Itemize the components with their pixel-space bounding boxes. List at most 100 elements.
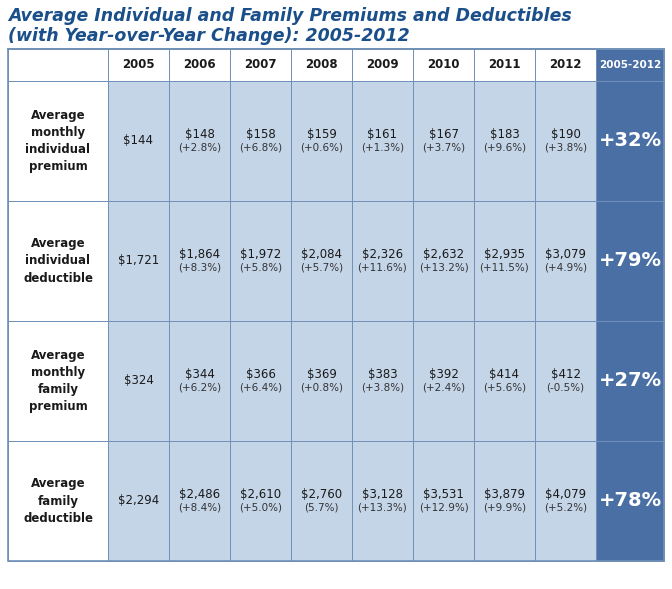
Text: (+8.4%): (+8.4%) [178,503,221,513]
Text: (+9.6%): (+9.6%) [483,143,526,153]
Bar [535,321,596,441]
Bar [535,81,596,201]
Text: 2012: 2012 [549,58,582,71]
Bar [8,81,108,201]
Bar [352,441,413,561]
Text: $3,128: $3,128 [362,488,403,501]
Bar [596,441,664,561]
Text: $1,972: $1,972 [240,247,281,260]
Bar [596,49,664,81]
Text: 2005-2012: 2005-2012 [599,60,661,70]
Bar [474,201,535,321]
Bar [535,49,596,81]
Text: Average
monthly
individual
premium: Average monthly individual premium [26,109,91,173]
Text: $366: $366 [245,368,276,380]
Text: +78%: +78% [599,491,661,511]
Bar [535,201,596,321]
Text: $412: $412 [550,368,581,380]
Bar [352,81,413,201]
Text: (+9.9%): (+9.9%) [483,503,526,513]
Bar [291,49,352,81]
Text: $344: $344 [185,368,214,380]
Text: $2,294: $2,294 [118,495,159,508]
Text: (+5.6%): (+5.6%) [483,383,526,393]
Text: (+11.6%): (+11.6%) [358,263,407,273]
Text: $190: $190 [550,127,581,141]
Bar [108,441,169,561]
Text: (with Year-over-Year Change): 2005-2012: (with Year-over-Year Change): 2005-2012 [8,27,410,45]
Bar [413,321,474,441]
Text: $2,084: $2,084 [301,247,342,260]
Text: (+4.9%): (+4.9%) [544,263,587,273]
Text: 2011: 2011 [489,58,521,71]
Text: (+6.8%): (+6.8%) [239,143,282,153]
Text: (+2.8%): (+2.8%) [178,143,221,153]
Text: (+5.8%): (+5.8%) [239,263,282,273]
Text: $1,864: $1,864 [179,247,220,260]
Text: (+3.8%): (+3.8%) [361,383,404,393]
Bar [596,81,664,201]
Bar [230,441,291,561]
Bar [413,49,474,81]
Text: (+11.5%): (+11.5%) [480,263,530,273]
Text: $4,079: $4,079 [545,488,586,501]
Text: (+12.9%): (+12.9%) [419,503,468,513]
Bar [413,81,474,201]
Bar [8,201,108,321]
Bar [169,81,230,201]
Bar [8,321,108,441]
Text: $158: $158 [246,127,276,141]
Bar [352,201,413,321]
Text: $3,531: $3,531 [423,488,464,501]
Text: (+0.6%): (+0.6%) [300,143,343,153]
Bar [535,441,596,561]
Text: 2006: 2006 [183,58,216,71]
Bar [108,49,169,81]
Bar [169,201,230,321]
Bar [596,201,664,321]
Bar [474,81,535,201]
Text: $2,326: $2,326 [362,247,403,260]
Text: (+6.2%): (+6.2%) [178,383,221,393]
Bar [108,321,169,441]
Bar [169,49,230,81]
Text: $2,760: $2,760 [301,488,342,501]
Text: $144: $144 [124,134,153,147]
Bar [169,441,230,561]
Text: (+1.3%): (+1.3%) [361,143,404,153]
Text: Average
family
deductible: Average family deductible [23,478,93,524]
Text: (+13.3%): (+13.3%) [358,503,407,513]
Text: $159: $159 [306,127,337,141]
Text: Average
individual
deductible: Average individual deductible [23,237,93,284]
Bar [8,49,664,561]
Bar [230,49,291,81]
Bar [230,81,291,201]
Bar [413,201,474,321]
Text: +27%: +27% [599,372,661,391]
Bar [474,49,535,81]
Bar [230,201,291,321]
Text: (+8.3%): (+8.3%) [178,263,221,273]
Bar [291,81,352,201]
Text: $383: $383 [368,368,397,380]
Text: (+3.8%): (+3.8%) [544,143,587,153]
Text: (+2.4%): (+2.4%) [422,383,465,393]
Text: Average Individual and Family Premiums and Deductibles: Average Individual and Family Premiums a… [8,7,572,25]
Text: $2,632: $2,632 [423,247,464,260]
Bar [291,441,352,561]
Bar [169,321,230,441]
Text: $369: $369 [306,368,337,380]
Bar [8,441,108,561]
Text: +32%: +32% [599,131,661,151]
Text: $1,721: $1,721 [118,254,159,267]
Text: (+5.7%): (+5.7%) [300,263,343,273]
Bar [352,49,413,81]
Text: $161: $161 [368,127,398,141]
Bar [413,441,474,561]
Bar [108,201,169,321]
Text: Average
monthly
family
premium: Average monthly family premium [29,349,87,413]
Text: 2008: 2008 [305,58,338,71]
Text: $148: $148 [185,127,214,141]
Text: 2009: 2009 [366,58,398,71]
Text: (+6.4%): (+6.4%) [239,383,282,393]
